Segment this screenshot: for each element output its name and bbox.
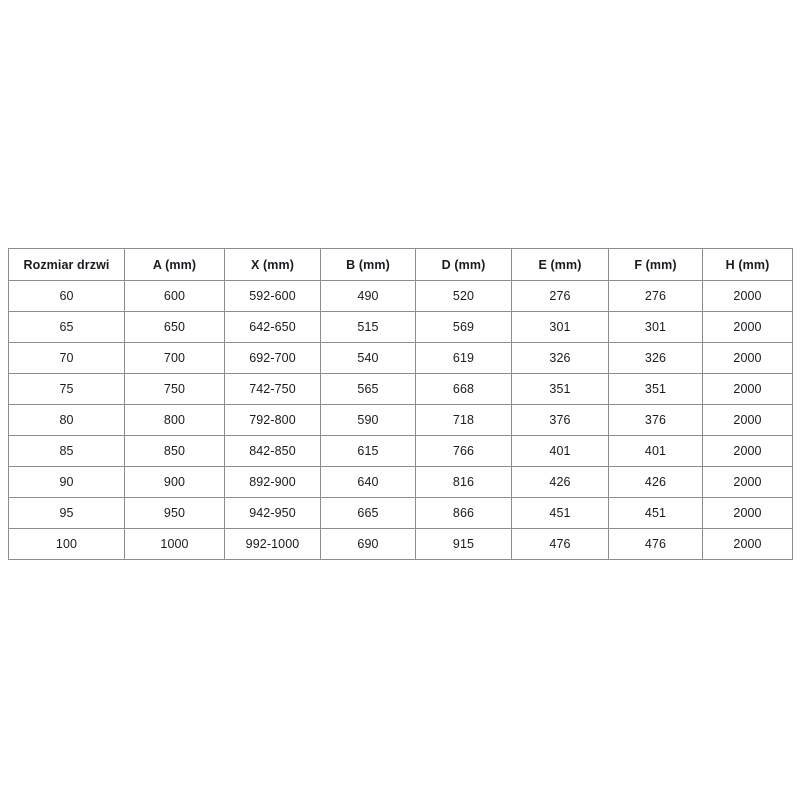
cell-a: 900 bbox=[124, 466, 225, 498]
cell-a: 800 bbox=[124, 404, 225, 436]
cell-f: 476 bbox=[608, 528, 703, 560]
cell-d: 915 bbox=[415, 528, 512, 560]
column-header-x: X (mm) bbox=[224, 248, 321, 281]
cell-x: 642-650 bbox=[224, 311, 321, 343]
cell-f: 301 bbox=[608, 311, 703, 343]
cell-h: 2000 bbox=[702, 280, 793, 312]
cell-rozmiar-drzwi: 90 bbox=[8, 466, 125, 498]
cell-a: 1000 bbox=[124, 528, 225, 560]
cell-rozmiar-drzwi: 80 bbox=[8, 404, 125, 436]
cell-h: 2000 bbox=[702, 311, 793, 343]
cell-a: 950 bbox=[124, 497, 225, 529]
cell-rozmiar-drzwi: 70 bbox=[8, 342, 125, 374]
cell-b: 515 bbox=[320, 311, 416, 343]
cell-a: 700 bbox=[124, 342, 225, 374]
cell-f: 351 bbox=[608, 373, 703, 405]
column-header-b: B (mm) bbox=[320, 248, 416, 281]
cell-h: 2000 bbox=[702, 373, 793, 405]
table-row: 95 950 942-950 665 866 451 451 2000 bbox=[8, 497, 793, 529]
cell-f: 276 bbox=[608, 280, 703, 312]
cell-a: 650 bbox=[124, 311, 225, 343]
cell-e: 476 bbox=[511, 528, 609, 560]
cell-e: 301 bbox=[511, 311, 609, 343]
table-header: Rozmiar drzwi A (mm) X (mm) B (mm) D (mm… bbox=[8, 248, 793, 281]
cell-h: 2000 bbox=[702, 435, 793, 467]
table-row: 65 650 642-650 515 569 301 301 2000 bbox=[8, 311, 793, 343]
cell-x: 742-750 bbox=[224, 373, 321, 405]
cell-h: 2000 bbox=[702, 404, 793, 436]
cell-b: 565 bbox=[320, 373, 416, 405]
table-row: 80 800 792-800 590 718 376 376 2000 bbox=[8, 404, 793, 436]
cell-e: 276 bbox=[511, 280, 609, 312]
cell-b: 490 bbox=[320, 280, 416, 312]
cell-x: 942-950 bbox=[224, 497, 321, 529]
cell-rozmiar-drzwi: 85 bbox=[8, 435, 125, 467]
cell-x: 992-1000 bbox=[224, 528, 321, 560]
cell-f: 326 bbox=[608, 342, 703, 374]
cell-b: 640 bbox=[320, 466, 416, 498]
cell-h: 2000 bbox=[702, 497, 793, 529]
table-row: 85 850 842-850 615 766 401 401 2000 bbox=[8, 435, 793, 467]
cell-rozmiar-drzwi: 65 bbox=[8, 311, 125, 343]
cell-x: 692-700 bbox=[224, 342, 321, 374]
column-header-e: E (mm) bbox=[511, 248, 609, 281]
cell-x: 792-800 bbox=[224, 404, 321, 436]
table-body: 60 600 592-600 490 520 276 276 2000 65 6… bbox=[8, 280, 793, 560]
cell-f: 376 bbox=[608, 404, 703, 436]
table-header-row: Rozmiar drzwi A (mm) X (mm) B (mm) D (mm… bbox=[8, 248, 793, 281]
cell-b: 615 bbox=[320, 435, 416, 467]
cell-a: 850 bbox=[124, 435, 225, 467]
cell-rozmiar-drzwi: 60 bbox=[8, 280, 125, 312]
cell-e: 326 bbox=[511, 342, 609, 374]
column-header-a: A (mm) bbox=[124, 248, 225, 281]
cell-b: 665 bbox=[320, 497, 416, 529]
cell-f: 451 bbox=[608, 497, 703, 529]
table-row: 70 700 692-700 540 619 326 326 2000 bbox=[8, 342, 793, 374]
cell-a: 750 bbox=[124, 373, 225, 405]
cell-h: 2000 bbox=[702, 342, 793, 374]
table-row: 60 600 592-600 490 520 276 276 2000 bbox=[8, 280, 793, 312]
cell-h: 2000 bbox=[702, 466, 793, 498]
column-header-f: F (mm) bbox=[608, 248, 703, 281]
table-row: 75 750 742-750 565 668 351 351 2000 bbox=[8, 373, 793, 405]
cell-d: 816 bbox=[415, 466, 512, 498]
cell-d: 668 bbox=[415, 373, 512, 405]
cell-x: 892-900 bbox=[224, 466, 321, 498]
cell-d: 520 bbox=[415, 280, 512, 312]
table-row: 100 1000 992-1000 690 915 476 476 2000 bbox=[8, 528, 793, 560]
column-header-d: D (mm) bbox=[415, 248, 512, 281]
column-header-rozmiar-drzwi: Rozmiar drzwi bbox=[8, 248, 125, 281]
cell-f: 426 bbox=[608, 466, 703, 498]
cell-a: 600 bbox=[124, 280, 225, 312]
table-container: Rozmiar drzwi A (mm) X (mm) B (mm) D (mm… bbox=[8, 248, 793, 560]
cell-d: 718 bbox=[415, 404, 512, 436]
cell-b: 540 bbox=[320, 342, 416, 374]
cell-d: 619 bbox=[415, 342, 512, 374]
cell-f: 401 bbox=[608, 435, 703, 467]
cell-d: 866 bbox=[415, 497, 512, 529]
cell-d: 569 bbox=[415, 311, 512, 343]
table-row: 90 900 892-900 640 816 426 426 2000 bbox=[8, 466, 793, 498]
cell-rozmiar-drzwi: 75 bbox=[8, 373, 125, 405]
cell-x: 842-850 bbox=[224, 435, 321, 467]
cell-d: 766 bbox=[415, 435, 512, 467]
cell-e: 451 bbox=[511, 497, 609, 529]
cell-e: 401 bbox=[511, 435, 609, 467]
rozmiar-drzwi-dimensions-table: Rozmiar drzwi A (mm) X (mm) B (mm) D (mm… bbox=[8, 248, 793, 560]
cell-h: 2000 bbox=[702, 528, 793, 560]
column-header-h: H (mm) bbox=[702, 248, 793, 281]
cell-e: 376 bbox=[511, 404, 609, 436]
cell-e: 426 bbox=[511, 466, 609, 498]
cell-x: 592-600 bbox=[224, 280, 321, 312]
cell-b: 690 bbox=[320, 528, 416, 560]
cell-b: 590 bbox=[320, 404, 416, 436]
cell-rozmiar-drzwi: 100 bbox=[8, 528, 125, 560]
cell-e: 351 bbox=[511, 373, 609, 405]
cell-rozmiar-drzwi: 95 bbox=[8, 497, 125, 529]
